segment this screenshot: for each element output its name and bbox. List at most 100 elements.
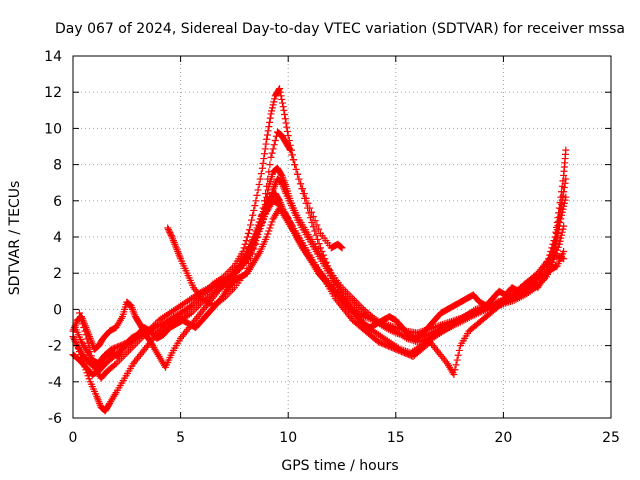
data-point	[322, 258, 330, 266]
data-point	[311, 217, 319, 225]
data-point	[70, 334, 78, 342]
data-point	[356, 302, 364, 310]
data-point	[291, 161, 299, 169]
data-point	[253, 191, 261, 199]
data-point	[556, 199, 564, 207]
series-track-d	[73, 85, 570, 415]
data-point	[555, 204, 563, 212]
data-point	[258, 164, 266, 172]
data-point	[552, 229, 560, 237]
data-point	[337, 243, 345, 251]
data-point	[297, 180, 305, 188]
data-point	[250, 245, 258, 253]
data-point	[559, 225, 567, 233]
y-tick-label: 12	[44, 85, 62, 101]
data-point	[271, 95, 279, 103]
data-point	[263, 193, 271, 201]
data-point	[85, 343, 93, 351]
data-point	[263, 135, 271, 143]
y-tick-label: 10	[44, 121, 62, 137]
data-point	[245, 226, 253, 234]
data-point	[268, 149, 276, 157]
y-tick-label: 8	[53, 158, 62, 174]
data-point	[557, 205, 565, 213]
data-point	[294, 170, 302, 178]
data-point	[248, 250, 256, 258]
data-point	[87, 352, 95, 360]
data-point	[266, 118, 274, 126]
data-point	[315, 240, 323, 248]
data-point	[260, 155, 268, 163]
data-point	[554, 243, 562, 251]
data-point	[78, 316, 86, 324]
data-point	[558, 228, 566, 236]
data-point	[264, 127, 272, 135]
data-point	[264, 175, 272, 183]
y-tick-label: 14	[44, 49, 62, 65]
data-point	[329, 275, 337, 283]
data-point	[452, 361, 460, 369]
data-point	[167, 230, 175, 238]
data-point	[259, 159, 267, 167]
data-point	[265, 123, 273, 131]
data-point	[550, 237, 558, 245]
data-point	[270, 98, 278, 106]
data-point	[79, 357, 87, 365]
data-point	[558, 182, 566, 190]
data-point	[327, 269, 335, 277]
data-point	[84, 372, 92, 380]
data-point	[312, 231, 320, 239]
data-points	[69, 85, 570, 415]
data-point	[248, 216, 256, 224]
data-point	[269, 101, 277, 109]
data-point	[450, 371, 458, 379]
data-point	[279, 103, 287, 111]
data-point	[251, 202, 259, 210]
data-point	[268, 104, 276, 112]
data-point	[278, 95, 286, 103]
data-point	[282, 119, 290, 127]
plot-frame	[72, 55, 612, 419]
data-point	[558, 188, 566, 196]
data-point	[319, 251, 327, 259]
data-point	[79, 320, 87, 328]
x-axis-label: GPS time / hours	[281, 458, 398, 474]
data-point	[283, 123, 291, 131]
data-point	[324, 262, 332, 270]
data-point	[277, 170, 285, 178]
data-point	[454, 351, 462, 359]
grid-lines	[73, 56, 611, 418]
data-point	[266, 114, 274, 122]
data-point	[347, 293, 355, 301]
data-point	[453, 356, 461, 364]
data-point	[277, 92, 285, 100]
data-point	[302, 194, 310, 202]
tick-labels: 0 5 10 15 20 25 -6 -4 -2 0 2 4 6 8 10 12 14	[44, 49, 620, 446]
data-point	[308, 208, 316, 216]
x-tick-label: 10	[279, 430, 297, 446]
data-point	[250, 206, 258, 214]
data-point	[311, 227, 319, 235]
data-point	[263, 233, 271, 241]
data-point	[165, 227, 173, 235]
data-point	[295, 175, 303, 183]
x-tick-label: 25	[602, 430, 620, 446]
data-point	[164, 224, 172, 232]
data-point	[255, 181, 263, 189]
data-point	[318, 247, 326, 255]
data-point	[268, 218, 276, 226]
data-point	[331, 278, 339, 286]
data-point	[338, 244, 346, 252]
data-point	[304, 199, 312, 207]
data-point	[261, 150, 269, 158]
data-point	[254, 186, 262, 194]
data-point	[167, 231, 175, 239]
y-tick-label: 4	[53, 230, 62, 246]
data-point	[83, 335, 91, 343]
data-point	[451, 366, 459, 374]
data-point	[358, 304, 366, 312]
data-point	[239, 247, 247, 255]
data-point	[81, 327, 89, 335]
data-point	[325, 266, 333, 274]
data-point	[256, 175, 264, 183]
